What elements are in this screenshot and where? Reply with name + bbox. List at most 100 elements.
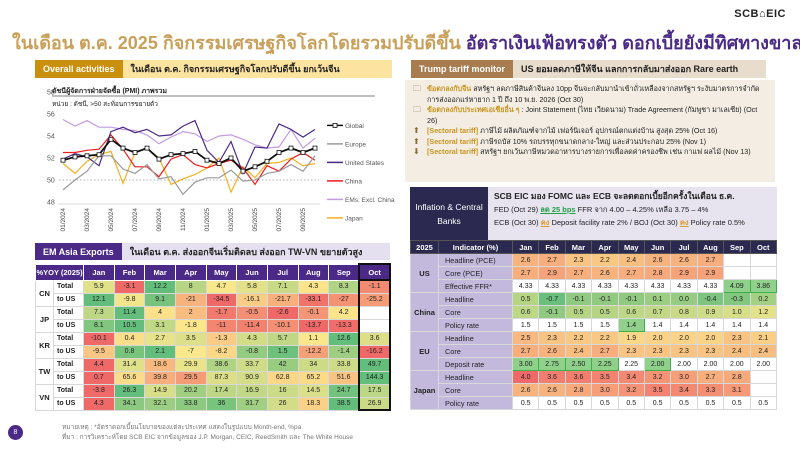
export-growth-cell: 17.5 [358,383,391,398]
export-growth-cell: 29.5 [174,370,207,385]
row-label: Total [52,279,85,294]
indicator-label: Core [438,344,513,358]
export-growth-cell: 5.9 [83,279,115,294]
table-row: Core (PCE) 2.7 2.9 2.7 2.6 2.7 2.8 2.9 2.9 [411,266,778,280]
arrow-up-icon: ⬆ [413,136,420,146]
tariff-item-lead: [Sectoral tariff] [427,147,479,156]
export-growth-cell: 31.7 [236,396,268,411]
tariff-item-lead: ข้อตกลงกับประเทศเอเชียอื่น ๆ [427,105,520,114]
global-point [228,155,234,161]
inflation-cell: 2.0 [643,331,672,345]
chart-subtitle: หน่วย : ดัชนี, >50 สะท้อนการขยายตัว [52,100,158,108]
inflation-cell [749,370,778,384]
export-growth-cell: 144.3 [358,370,391,385]
global-point [132,150,138,155]
rate-cell: 0.5 [564,396,593,410]
table-row: KR Total -10.1 0.4 2.7 3.5 -1.3 4.3 5.7 1.1 12.6 3.… [35,331,391,359]
rate-cell: 1.5 [538,318,566,332]
export-growth-cell: 2 [174,305,207,320]
month-header: Apr [174,263,207,281]
export-growth-cell: 14.9 [144,383,176,398]
export-growth-cell: -7 [174,344,207,359]
export-growth-cell: 8 [174,279,207,294]
global-point [156,156,162,162]
em-exports-tag: EM Asia Exports [35,243,122,260]
inflation-cell: 2.3 [696,344,725,358]
rate-cell: 0.5 [696,396,725,410]
inflation-cell: 2.6 [670,253,698,267]
global-point [96,152,102,158]
region-label: US [410,253,439,293]
export-growth-cell: -25.2 [358,292,391,307]
x-tick-label: 09/2025 [300,208,307,232]
inflation-cell: 0.8 [670,305,698,319]
tariff-item-body: : Joint Statement (ไทย เวียดนาม) Trade A… [427,105,758,125]
tariff-monitor-tag: Trump tariff monitor [411,60,513,78]
arrow-down-icon: ⬇ [413,147,420,156]
arrow-up-icon: ⬆ [413,126,420,135]
table-row: to US 4.3 34.1 32.1 33.8 36 31.7 26 18.3 38.5 26.9 [36,396,391,411]
inflation-cell [723,266,751,280]
rate-cell: 4.33 [564,279,593,293]
export-growth-cell: -12.2 [297,344,330,359]
global-point [288,145,294,151]
tariff-item-body: สหรัฐฯ ลดภาษีสินค้าจีนลง 10pp จีนจะกลับม… [427,84,760,104]
em-exports-text: ในเดือน ต.ค. ส่งออกจีนเริ่มติดลบ ส่งออก … [121,243,390,260]
inflation-cell [749,266,778,280]
row-label: Total [52,331,85,346]
fed-text-2: FFR จาก 4.00 – 4.25% เหลือ 3.75 – 4% [575,205,709,214]
table-row: CN Total 5.9 -3.1 12.2 8 4.7 5.8 7.1 4.3 8.3 -1.1 [35,279,391,307]
inflation-cell: 0.2 [749,292,778,306]
indicator-label: Headline [438,292,513,306]
export-growth-cell: -1.8 [174,318,207,333]
inflation-cell: 2.4 [723,344,751,358]
inflation-cell: 2.3 [564,253,593,267]
tariff-item: ⬇ [Sectoral tariff] สหรัฐฯ ยกเว้นภาษีหมวด… [413,147,767,158]
export-growth-cell: -3.8 [83,383,115,398]
indicator-label: Headline [438,370,513,384]
global-point [264,158,270,164]
footer-source: ที่มา : การวิเคราะห์โดย SCB EIC จากข้อมู… [62,434,353,441]
table-row: to US 0.7 65.6 39.8 29.5 87.3 90.9 62.8 65.2 51.6… [36,370,391,385]
rate-cell: 1.4 [643,318,672,332]
export-growth-cell: 5.7 [266,331,299,346]
ecb-text-2: Deposit facility rate 2% / BOJ (Oct 30) [549,218,680,227]
x-tick-label: 11/2024 [180,208,187,231]
tariff-item: ⬆ [Sectoral tariff] ภาษีไม้ ผลิตภัณฑ์จากไ… [413,126,767,137]
export-growth-cell: 26.3 [113,383,146,398]
country-code: JP [35,305,54,333]
export-growth-cell: -1.3 [205,331,238,346]
inflation-cell: 2.7 [564,266,593,280]
inflation-cell: 2.4 [617,253,645,267]
global-point [204,157,210,163]
export-growth-cell: 3.6 [358,331,391,346]
rate-cell: 2.50 [564,357,593,371]
tariff-item-body: สหรัฐฯ ยกเว้นภาษีหมวดอาหารบางรายการเพื่อ… [478,147,751,156]
export-growth-cell: -21.7 [266,292,299,307]
pmi-line-chart: ดัชนีผู้จัดการฝ่ายจัดซื้อ (PMI) ภาพรวม ห… [47,84,395,232]
legend-label: Europe [345,141,366,148]
x-tick-label: 07/2024 [132,208,139,232]
rate-cell: 4.33 [670,279,698,293]
fed-line: FED (Oct 29) ลด 25 bps FFR จาก 4.00 – 4.… [494,203,771,216]
export-growth-cell: 4.3 [83,396,115,411]
rate-cell: 0.5 [670,396,698,410]
export-growth-cell: 5.8 [236,279,268,294]
table-row: TW Total 4.4 31.4 18.6 29.9 38.6 33.7 42 34 33.8 49… [35,357,391,385]
tariff-item: 🗀 ข้อตกลงกับประเทศเอเชียอื่น ๆ : Joint St… [413,105,767,126]
fed-text: FED (Oct 29) [494,205,541,214]
rate-cell: 1.5 [564,318,593,332]
month-header: Jul [266,263,299,281]
inflation-cell: 2.7 [696,370,725,384]
export-growth-cell: 17.4 [205,383,238,398]
inflation-cell: 2.8 [564,383,593,397]
export-growth-cell: -13.3 [328,318,360,333]
region-label: China [410,292,439,332]
x-tick-label: 05/2024 [108,208,115,232]
inflation-table: 2025 Indicator (%) Jan Feb Mar Apr May Jun Jul Au… [410,240,778,410]
rate-cell: 3.86 [749,279,778,293]
export-growth-cell: -1.1 [358,279,391,294]
inflation-cell: 0.6 [617,305,645,319]
export-growth-cell: -16.1 [236,292,268,307]
indicator-label: Effective FFR* [438,279,513,293]
